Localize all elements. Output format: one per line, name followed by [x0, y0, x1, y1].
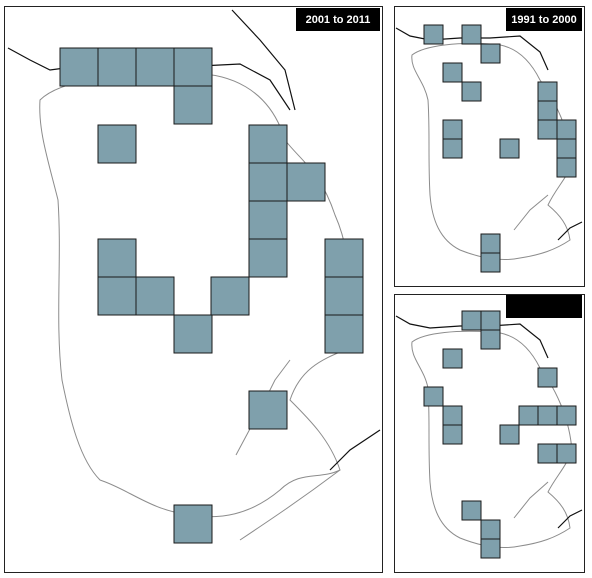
cell: [248, 238, 288, 278]
cell: [324, 276, 364, 316]
panel-label: 1991 to 2000: [511, 14, 576, 26]
river: [557, 509, 583, 529]
cell: [480, 538, 501, 559]
cell: [59, 47, 99, 87]
cell: [480, 252, 501, 273]
cell: [537, 119, 558, 140]
cell: [480, 233, 501, 254]
cell: [248, 390, 288, 430]
cell: [286, 162, 326, 202]
cell: [324, 238, 364, 278]
grid-cells: [423, 24, 577, 273]
cell: [537, 100, 558, 121]
river: [329, 429, 381, 471]
cell: [423, 386, 444, 407]
cell: [499, 424, 520, 445]
panel-bottom-right: [394, 294, 585, 573]
cell: [442, 62, 463, 83]
cell: [461, 310, 482, 331]
cell: [556, 119, 577, 140]
label-box: [506, 8, 582, 31]
cell: [480, 519, 501, 540]
road: [239, 469, 341, 541]
cell: [442, 138, 463, 159]
cell: [537, 405, 558, 426]
coastline: [411, 330, 573, 549]
coastline: [39, 73, 351, 518]
cell: [537, 81, 558, 102]
cell: [173, 504, 213, 544]
cell: [442, 348, 463, 369]
cell: [442, 405, 463, 426]
cell: [461, 500, 482, 521]
cell: [173, 314, 213, 354]
cell: [97, 124, 137, 164]
cell: [556, 157, 577, 178]
cell: [97, 276, 137, 316]
cell: [442, 119, 463, 140]
cell: [461, 24, 482, 45]
cell: [480, 329, 501, 350]
cell: [210, 276, 250, 316]
cell: [499, 138, 520, 159]
cell: [537, 443, 558, 464]
label-box: [506, 295, 582, 318]
cell: [442, 424, 463, 445]
cell: [461, 81, 482, 102]
panel-top-right: 1991 to 2000: [394, 6, 585, 287]
cell: [480, 43, 501, 64]
cell: [173, 47, 213, 87]
river: [557, 221, 583, 241]
panel-large: 2001 to 2011: [4, 6, 383, 573]
cell: [135, 47, 175, 87]
cell: [537, 367, 558, 388]
coastline: [411, 42, 573, 261]
cell: [135, 276, 175, 316]
cell: [556, 138, 577, 159]
cell: [480, 310, 501, 331]
cell: [97, 47, 137, 87]
cell: [556, 405, 577, 426]
label-box: [296, 8, 380, 31]
river: [231, 9, 296, 111]
cell: [423, 24, 444, 45]
grid-cells: [423, 310, 577, 559]
cell: [97, 238, 137, 278]
cell: [248, 124, 288, 164]
cell: [556, 443, 577, 464]
road: [513, 194, 549, 231]
cell: [324, 314, 364, 354]
grid-cells: [59, 47, 364, 544]
cell: [248, 162, 288, 202]
cell: [173, 85, 213, 125]
cell: [518, 405, 539, 426]
road: [513, 481, 549, 519]
cell: [248, 200, 288, 240]
panel-label: 2001 to 2011: [306, 14, 371, 26]
